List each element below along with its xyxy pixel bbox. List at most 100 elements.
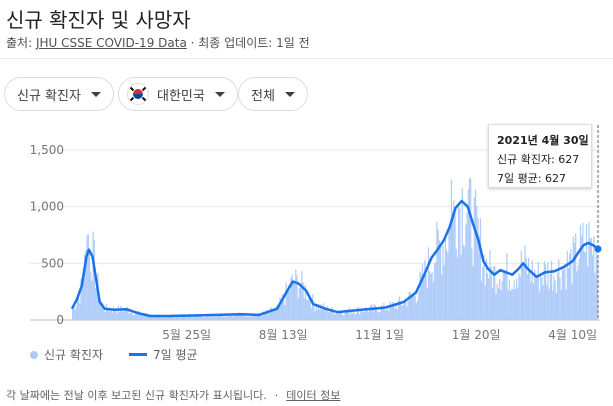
range-dropdown[interactable]: 전체 <box>238 77 308 111</box>
case-bar <box>587 266 589 320</box>
case-bar <box>442 245 444 320</box>
case-bar <box>96 281 98 320</box>
legend-line-label: 7일 평균 <box>153 348 198 362</box>
case-bar <box>167 317 169 320</box>
page-title: 신규 확진자 및 사망자 <box>6 8 191 32</box>
case-bar <box>517 287 519 320</box>
case-bar <box>251 316 253 320</box>
case-bar <box>438 240 440 320</box>
case-bar <box>111 312 114 320</box>
case-bar <box>72 308 74 320</box>
case-bar <box>228 316 231 320</box>
case-bar <box>157 314 159 320</box>
case-bar <box>232 316 234 320</box>
source-link[interactable]: JHU CSSE COVID-19 Data <box>35 36 187 50</box>
case-bar <box>482 266 484 320</box>
case-bar <box>185 315 187 320</box>
last-updated: · 최종 업데이트: 1일 전 <box>186 36 310 50</box>
case-bar <box>430 273 432 320</box>
case-bar <box>260 314 262 320</box>
tooltip-cases: 신규 확진자: 627 <box>497 153 580 166</box>
case-bar <box>490 267 492 320</box>
case-bar <box>538 291 541 320</box>
case-bar <box>526 274 529 320</box>
case-bar <box>583 250 585 320</box>
case-bar <box>357 307 360 320</box>
case-bar <box>152 316 155 320</box>
case-bar <box>133 315 135 320</box>
case-bar <box>278 305 280 320</box>
case-bar <box>588 222 590 320</box>
case-bar <box>579 224 582 320</box>
case-bar <box>150 315 152 320</box>
case-bar <box>514 288 516 320</box>
metric-dropdown[interactable]: 신규 확진자 <box>4 77 114 111</box>
case-bar <box>484 285 486 320</box>
case-bar <box>390 304 392 320</box>
case-bar <box>425 274 427 320</box>
case-bar <box>307 300 309 320</box>
case-bar <box>201 316 203 320</box>
case-bar <box>371 304 373 320</box>
case-bar <box>564 264 566 320</box>
case-bar <box>308 294 310 320</box>
case-bar <box>554 280 556 320</box>
case-bar <box>585 224 588 320</box>
data-info-link[interactable]: 데이터 정보 <box>286 389 341 402</box>
case-bar <box>548 289 550 320</box>
case-bar <box>74 309 76 320</box>
case-bar <box>409 292 412 320</box>
case-bar <box>406 306 408 320</box>
case-bar <box>365 307 367 320</box>
case-bar <box>570 248 572 320</box>
case-bar <box>549 273 551 320</box>
case-bar <box>328 311 331 320</box>
case-bar <box>394 307 396 320</box>
case-bar <box>304 284 307 320</box>
case-bar <box>103 309 105 320</box>
case-bar <box>345 311 348 320</box>
case-bar <box>581 236 583 320</box>
case-bar <box>127 308 129 320</box>
case-bar <box>209 316 211 320</box>
case-bar <box>348 307 350 320</box>
case-bar <box>384 310 386 320</box>
chart-tooltip: 2021년 4월 30일 신규 확진자: 627 7일 평균: 627 <box>488 124 592 188</box>
case-bar <box>489 249 491 320</box>
case-bar <box>543 261 545 320</box>
case-bar <box>234 314 237 320</box>
case-bar <box>318 303 320 320</box>
case-bar <box>231 314 233 320</box>
case-bar <box>503 270 506 320</box>
case-bar <box>242 315 244 320</box>
case-bar <box>279 297 281 320</box>
case-bar <box>535 278 537 320</box>
case-bar <box>596 255 598 320</box>
case-bar <box>172 316 174 320</box>
cases-chart[interactable]: 0 500 1,000 1,500 5월 25일 8월 13일 11월 1일 1월 20일 4월… <box>0 120 613 345</box>
case-bar <box>227 315 229 320</box>
case-bar <box>325 309 327 320</box>
case-bar <box>468 178 471 320</box>
case-bar <box>593 236 595 320</box>
case-bar <box>537 261 539 320</box>
case-bar <box>246 316 249 320</box>
case-bar <box>544 264 547 320</box>
case-bar <box>436 221 438 320</box>
case-bar <box>139 314 141 320</box>
case-bar <box>456 257 459 320</box>
country-dropdown[interactable]: 대한민국 <box>118 77 238 111</box>
case-bar <box>245 312 247 320</box>
case-bar <box>286 290 288 320</box>
tooltip-average: 7일 평균: 627 <box>497 172 567 185</box>
case-bar <box>261 316 263 320</box>
case-bar <box>169 315 171 320</box>
case-bar <box>572 236 574 320</box>
case-bar <box>339 311 342 320</box>
case-bar <box>289 290 291 320</box>
case-bar <box>254 315 256 320</box>
case-bar <box>99 303 101 320</box>
case-bar <box>208 313 210 320</box>
case-bar <box>274 307 276 320</box>
case-bar <box>214 315 216 320</box>
